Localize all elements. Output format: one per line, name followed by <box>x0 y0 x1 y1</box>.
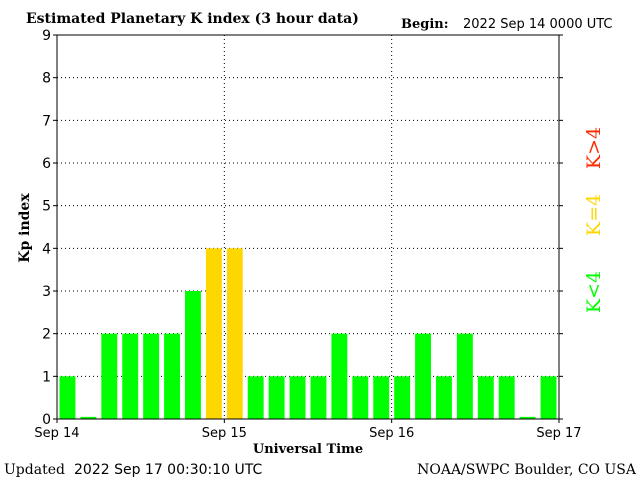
chart-title: Estimated Planetary K index (3 hour data… <box>26 11 359 27</box>
y-tick-label: 8 <box>42 71 51 87</box>
x-tick-label: Sep 17 <box>536 426 581 441</box>
kp-bar <box>519 416 536 419</box>
legend-k-eq-4: K=4 <box>583 194 605 236</box>
kp-bar <box>205 248 222 419</box>
y-tick-label: 6 <box>42 156 51 172</box>
grid-lines <box>57 35 559 419</box>
kp-bar <box>80 416 97 419</box>
y-tick-label: 5 <box>42 199 51 215</box>
source-credit: NOAA/SWPC Boulder, CO USA <box>417 462 637 478</box>
bars-group <box>59 248 557 419</box>
kp-bar <box>498 376 515 419</box>
x-axis-label: Universal Time <box>253 442 363 457</box>
y-tick-label: 9 <box>42 28 51 44</box>
kp-bar <box>143 333 160 419</box>
updated-value: 2022 Sep 17 00:30:10 UTC <box>74 462 262 478</box>
kp-bar <box>59 376 76 419</box>
y-tick-label: 4 <box>42 241 51 257</box>
legend-k-lt-4: K<4 <box>583 271 605 313</box>
kp-bar <box>185 291 201 419</box>
kp-bar <box>101 333 118 419</box>
plot-frame <box>56 34 560 420</box>
x-tick-label: Sep 14 <box>34 426 79 441</box>
kp-bar <box>268 376 285 419</box>
kp-bar <box>352 376 369 419</box>
y-tick-label: 0 <box>42 412 51 428</box>
y-tick-label: 7 <box>42 113 51 129</box>
kp-bar <box>164 333 180 419</box>
kp-bar <box>477 376 494 419</box>
kp-bar <box>415 333 431 419</box>
begin-label: Begin: <box>401 17 449 32</box>
legend-k-gt-4: K>4 <box>583 127 605 169</box>
kp-bar <box>456 333 473 419</box>
kp-bar <box>247 376 264 419</box>
kp-bar <box>289 376 306 419</box>
x-axis: Sep 14 Sep 15 Sep 16 Sep 17 <box>34 419 582 441</box>
x-tick-label: Sep 15 <box>202 426 247 441</box>
kp-bar <box>540 376 557 419</box>
y-axis-label: Kp index <box>17 193 33 263</box>
y-tick-label: 3 <box>42 284 51 300</box>
kp-bar <box>310 376 327 419</box>
begin-value: 2022 Sep 14 0000 UTC <box>463 17 613 32</box>
kp-bar <box>373 376 390 419</box>
kp-bar <box>436 376 452 419</box>
x-tick-label: Sep 16 <box>369 426 414 441</box>
kp-bar <box>122 333 139 419</box>
updated-label: Updated <box>4 462 65 478</box>
y-tick-label: 1 <box>42 369 51 385</box>
kp-bar <box>226 248 243 419</box>
y-tick-label: 2 <box>42 327 51 343</box>
kp-bar <box>331 333 348 419</box>
y-axis: 0 1 2 3 4 5 6 7 8 9 <box>42 28 563 428</box>
kp-bar <box>394 376 411 419</box>
